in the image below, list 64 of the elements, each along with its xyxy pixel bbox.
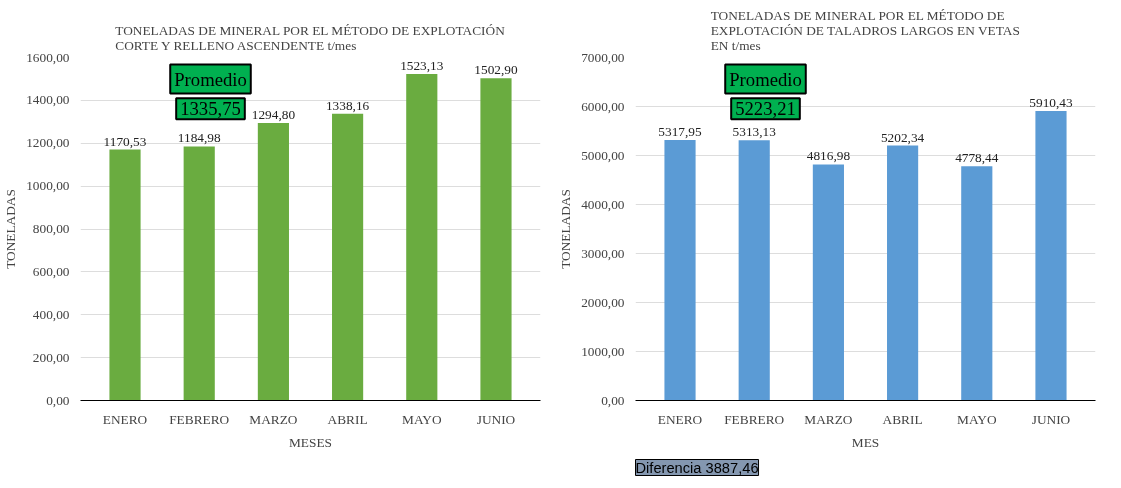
x-tick-label: MAYO: [402, 411, 442, 427]
bar: [332, 113, 364, 401]
data-label: 1338,16: [325, 97, 370, 113]
bar: [664, 139, 696, 401]
y-tick-label: 4000,00: [581, 196, 625, 212]
bar: [109, 149, 141, 401]
bar: [812, 164, 844, 401]
x-tick-label: ABRIL: [882, 411, 923, 427]
data-label: 1294,80: [251, 106, 296, 122]
y-tick-label: 2000,00: [581, 294, 625, 310]
x-tick-label: FEBRERO: [169, 411, 230, 427]
annotation: 1335,75: [180, 98, 241, 120]
x-tick-label: ABRIL: [327, 411, 368, 427]
data-label: 4778,44: [955, 150, 999, 166]
data-label: 1523,13: [400, 57, 444, 73]
y-tick-label: 800,00: [32, 221, 70, 236]
y-tick-label: 1600,00: [26, 49, 70, 65]
x-tick-label: JUNIO: [1031, 411, 1071, 427]
x-axis-title: MESES: [289, 434, 332, 450]
bar: [257, 122, 289, 401]
chart-title: TONELADAS DE MINERAL POR EL MÉTODO DE EXPLOTACIÓN DE TALADROS LARGOS EN VETAS EN t/mes: [710, 7, 1020, 53]
y-tick-label: 0,00: [601, 392, 625, 408]
data-label: 1170,53: [103, 133, 147, 149]
y-tick-label: 7000,00: [581, 49, 625, 65]
bar: [480, 78, 512, 401]
y-tick-label: 5000,00: [581, 147, 625, 163]
y-tick-label: 1000,00: [26, 178, 70, 194]
x-tick-label: ENERO: [102, 411, 148, 427]
y-axis-title: TONELADAS: [558, 189, 574, 269]
x-tick-label: JUNIO: [476, 411, 516, 427]
y-tick-label: 600,00: [32, 263, 70, 279]
y-tick-label: 200,00: [32, 349, 70, 365]
data-label: 1184,98: [177, 130, 221, 146]
x-axis-title: MES: [851, 434, 880, 450]
data-label: 5313,13: [732, 124, 777, 140]
bar: [183, 146, 215, 401]
bar: [406, 73, 438, 401]
y-tick-label: 0,00: [46, 392, 70, 408]
data-label: 5910,43: [1029, 94, 1073, 110]
x-tick-label: MAYO: [957, 411, 997, 427]
y-axis-title: TONELADAS: [3, 189, 19, 269]
x-tick-label: FEBRERO: [724, 411, 785, 427]
bar: [961, 166, 993, 401]
y-tick-label: 1000,00: [581, 343, 625, 359]
x-tick-label: MARZO: [804, 411, 853, 427]
y-tick-label: 1200,00: [26, 135, 70, 151]
annotation: Promedio: [174, 68, 247, 90]
y-tick-label: 1400,00: [26, 92, 70, 108]
y-tick-label: 3000,00: [581, 245, 625, 261]
x-tick-label: ENERO: [657, 411, 703, 427]
chart-title: TONELADAS DE MINERAL POR EL MÉTODO DE EXPLOTACIÓN CORTE Y RELLENO ASCENDENTE t/mes: [115, 22, 506, 53]
annotation: Promedio: [729, 68, 802, 90]
annotation: 5223,21: [735, 98, 796, 120]
bar: [1035, 110, 1067, 401]
data-label: 5202,34: [880, 129, 925, 145]
x-tick-label: MARZO: [249, 411, 298, 427]
bar: [887, 145, 919, 401]
y-tick-label: 400,00: [32, 306, 70, 322]
data-label: 4816,98: [806, 148, 851, 164]
data-label: 5317,95: [658, 123, 703, 139]
bar: [738, 140, 770, 401]
text: Diferencia 3887,46: [635, 459, 759, 476]
data-label: 1502,90: [474, 62, 518, 78]
y-tick-label: 6000,00: [581, 98, 625, 114]
